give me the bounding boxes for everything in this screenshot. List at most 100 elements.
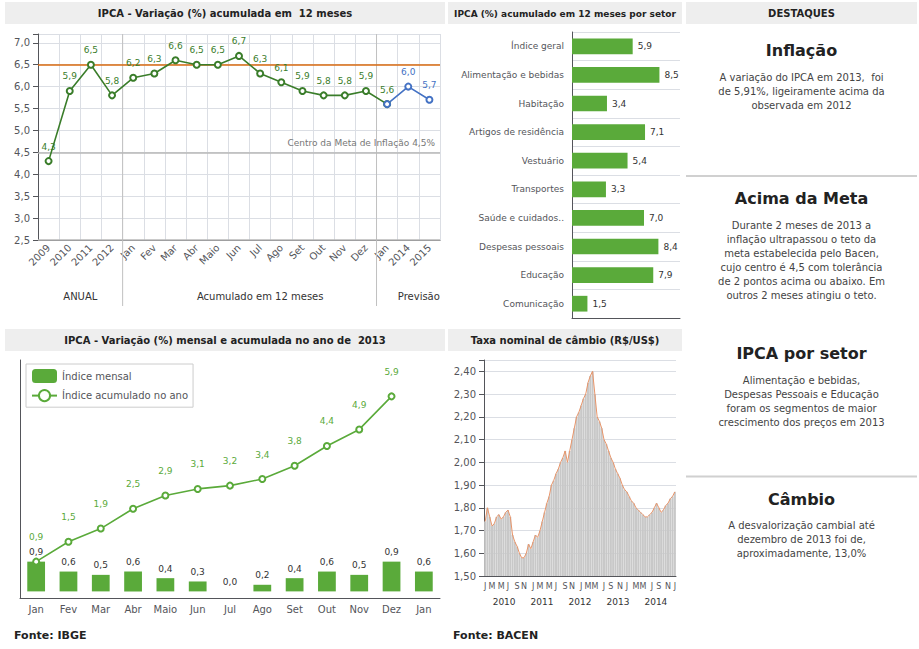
svg-text:Ago: Ago [264, 242, 285, 263]
svg-text:IPCA - Variação (%) mensal e a: IPCA - Variação (%) mensal e acumulada n… [64, 335, 386, 346]
svg-text:Câmbio: Câmbio [768, 490, 835, 509]
svg-text:4,5: 4,5 [14, 147, 30, 158]
svg-text:Alimentação e bebidas,: Alimentação e bebidas, [743, 375, 860, 386]
svg-text:J: J [483, 582, 486, 591]
svg-text:Jan: Jan [118, 242, 137, 261]
svg-text:M: M [639, 582, 646, 591]
svg-text:Previsão: Previsão [398, 291, 440, 302]
svg-text:Dez: Dez [349, 242, 370, 263]
svg-text:Índice geral: Índice geral [511, 40, 564, 51]
svg-text:2014: 2014 [644, 597, 667, 607]
svg-text:Vestuário: Vestuário [522, 156, 565, 166]
svg-text:J: J [506, 582, 509, 591]
svg-text:6,6: 6,6 [168, 41, 183, 51]
svg-text:Set: Set [286, 604, 303, 615]
svg-text:Ago: Ago [253, 604, 272, 615]
svg-text:Jun: Jun [189, 604, 206, 615]
svg-text:Durante 2 meses de 2013 a: Durante 2 meses de 2013 a [732, 220, 872, 231]
svg-text:Fonte: BACEN: Fonte: BACEN [453, 629, 538, 642]
svg-text:0,2: 0,2 [255, 570, 269, 580]
svg-text:0,9: 0,9 [29, 532, 44, 542]
svg-text:Dez: Dez [382, 604, 401, 615]
svg-text:Abr: Abr [124, 604, 142, 615]
svg-text:5,0: 5,0 [14, 125, 30, 136]
svg-text:de 5,91%, ligeiramente acima d: de 5,91%, ligeiramente acima da [718, 86, 884, 97]
svg-text:0,3: 0,3 [191, 567, 205, 577]
svg-text:1,70: 1,70 [454, 525, 476, 536]
svg-text:S: S [608, 582, 613, 591]
svg-text:0,5: 0,5 [94, 560, 108, 570]
svg-text:3,1: 3,1 [191, 459, 205, 469]
svg-text:Habitação: Habitação [518, 99, 564, 109]
svg-text:6,5: 6,5 [211, 45, 225, 55]
svg-text:N: N [521, 582, 527, 591]
svg-text:Transportes: Transportes [511, 184, 565, 194]
svg-text:Acumulado em 12 meses: Acumulado em 12 meses [197, 291, 324, 302]
svg-text:J: J [554, 582, 557, 591]
svg-text:7,1: 7,1 [650, 127, 664, 137]
svg-text:5,4: 5,4 [633, 156, 648, 166]
svg-text:1,5: 1,5 [592, 299, 606, 309]
svg-text:aproximadamente, 13,0%: aproximadamente, 13,0% [737, 548, 867, 559]
svg-text:2,20: 2,20 [454, 411, 476, 422]
svg-text:Jul: Jul [223, 604, 236, 615]
svg-text:1,90: 1,90 [454, 480, 476, 491]
svg-text:2,5: 2,5 [126, 479, 140, 489]
svg-text:6,2: 6,2 [126, 58, 140, 68]
svg-text:J: J [602, 582, 605, 591]
svg-text:foram os segmentos de maior: foram os segmentos de maior [726, 403, 877, 414]
svg-text:0,5: 0,5 [352, 560, 366, 570]
svg-text:6,5: 6,5 [14, 59, 30, 70]
svg-text:Inflação: Inflação [766, 41, 837, 60]
svg-text:cujo centro é 4,5 com tolerânc: cujo centro é 4,5 com tolerância [721, 262, 883, 273]
svg-text:S: S [515, 582, 520, 591]
svg-text:0,4: 0,4 [158, 564, 173, 574]
svg-text:2014: 2014 [386, 242, 412, 268]
svg-text:M: M [546, 582, 553, 591]
svg-text:J: J [650, 582, 653, 591]
svg-text:4,4: 4,4 [320, 416, 335, 426]
svg-text:2,5: 2,5 [14, 235, 30, 246]
svg-text:2,00: 2,00 [454, 457, 476, 468]
svg-text:4,0: 4,0 [14, 169, 30, 180]
svg-text:7,0: 7,0 [14, 37, 30, 48]
svg-text:DESTAQUES: DESTAQUES [768, 8, 835, 19]
svg-text:Comunicação: Comunicação [503, 299, 564, 309]
svg-text:Artigos de residência: Artigos de residência [469, 127, 564, 137]
svg-text:Taxa nominal de câmbio (R$/US$: Taxa nominal de câmbio (R$/US$) [471, 335, 660, 346]
svg-text:IPCA por setor: IPCA por setor [736, 344, 866, 363]
svg-text:2,40: 2,40 [454, 366, 476, 377]
svg-text:N: N [569, 582, 575, 591]
svg-text:6,5: 6,5 [190, 45, 204, 55]
svg-text:ANUAL: ANUAL [63, 291, 97, 302]
svg-text:7,9: 7,9 [658, 270, 673, 280]
svg-text:Jun: Jun [223, 242, 243, 262]
svg-text:0,0: 0,0 [223, 577, 238, 587]
svg-text:6,1: 6,1 [274, 63, 288, 73]
svg-text:2012: 2012 [569, 597, 592, 607]
svg-text:S: S [563, 582, 568, 591]
svg-text:1,5: 1,5 [61, 512, 75, 522]
svg-text:inflação ultrapassou o teto da: inflação ultrapassou o teto da [727, 234, 876, 245]
svg-text:6,7: 6,7 [232, 36, 246, 46]
svg-text:Acima da Meta: Acima da Meta [735, 189, 868, 208]
svg-text:Fonte: IBGE: Fonte: IBGE [14, 629, 86, 642]
svg-text:2010: 2010 [48, 242, 74, 268]
svg-text:M: M [537, 582, 544, 591]
svg-text:0,9: 0,9 [29, 547, 44, 557]
svg-text:observada em 2012: observada em 2012 [751, 100, 851, 111]
svg-text:5,9: 5,9 [359, 71, 374, 81]
svg-text:5,5: 5,5 [14, 103, 30, 114]
svg-text:J: J [531, 582, 534, 591]
svg-text:M: M [489, 582, 496, 591]
svg-text:5,9: 5,9 [295, 71, 310, 81]
svg-text:0,4: 0,4 [287, 564, 302, 574]
svg-text:J: J [673, 582, 676, 591]
svg-text:3,4: 3,4 [612, 99, 627, 109]
svg-text:Alimentação e bebidas: Alimentação e bebidas [461, 70, 564, 80]
svg-text:IPCA (%) acumulado em 12 meses: IPCA (%) acumulado em 12 meses por setor [454, 9, 676, 19]
svg-text:Educação: Educação [520, 270, 564, 280]
svg-text:Jan: Jan [415, 604, 431, 615]
svg-text:outros 2 meses atingiu o teto.: outros 2 meses atingiu o teto. [726, 290, 876, 301]
svg-text:Mar: Mar [158, 241, 180, 263]
